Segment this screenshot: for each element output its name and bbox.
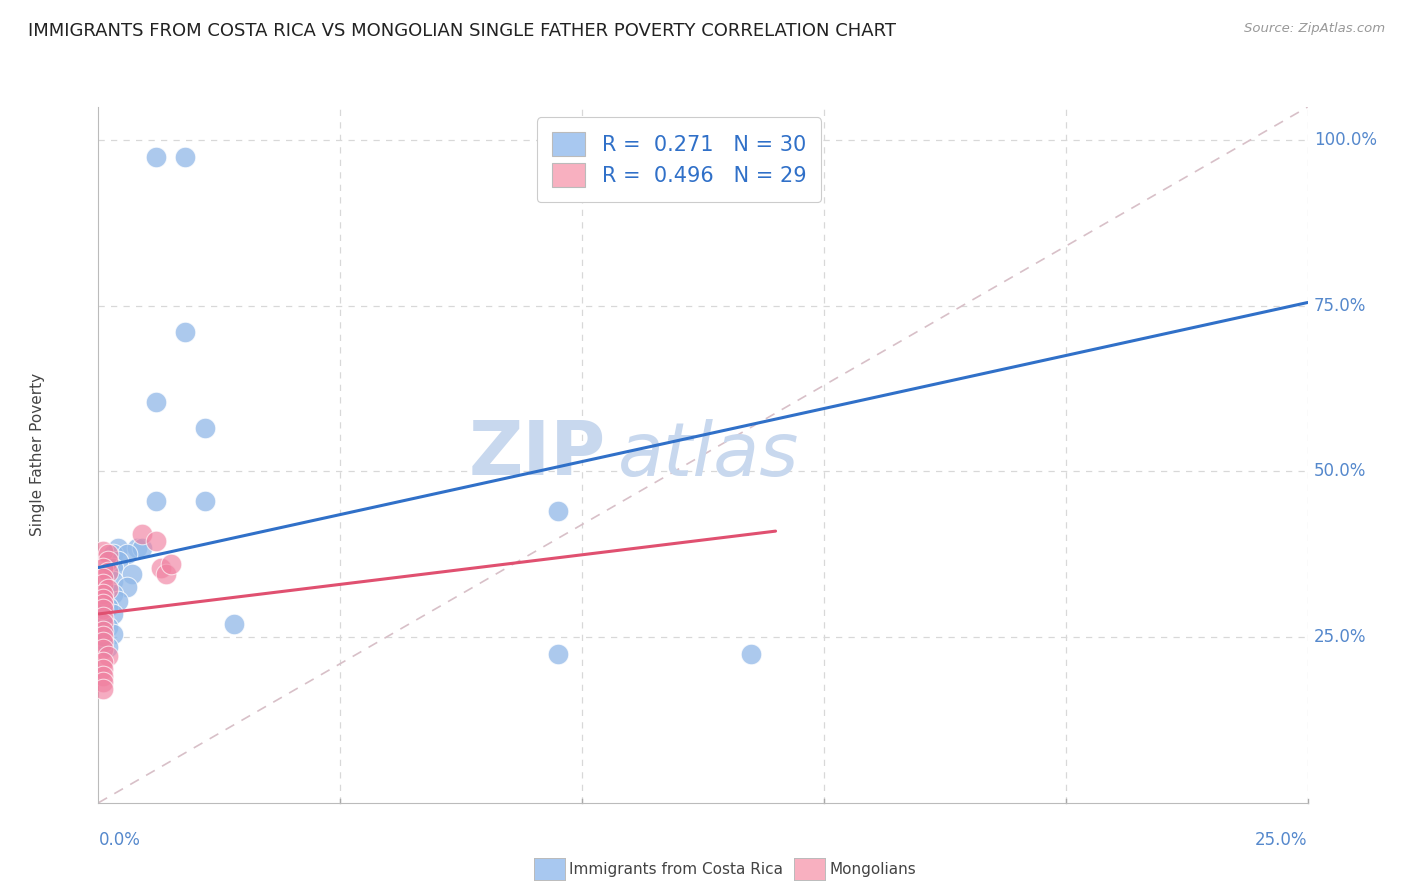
Point xyxy=(101,560,124,574)
Point xyxy=(97,620,120,634)
Point xyxy=(91,668,114,682)
Point xyxy=(150,560,173,574)
Point xyxy=(91,633,114,648)
Point xyxy=(97,554,120,568)
Text: 100.0%: 100.0% xyxy=(1313,131,1376,149)
Point xyxy=(174,326,197,340)
Point xyxy=(91,662,114,676)
Point xyxy=(121,567,143,582)
Point xyxy=(97,640,120,654)
Point xyxy=(107,541,129,555)
Point xyxy=(91,614,114,628)
Point xyxy=(91,577,114,591)
Point xyxy=(131,527,153,541)
Point xyxy=(91,629,114,643)
Point xyxy=(91,570,114,584)
Point xyxy=(91,656,114,670)
Point xyxy=(91,610,114,624)
Point xyxy=(91,560,114,574)
Point xyxy=(547,504,569,518)
Point xyxy=(97,582,120,597)
Point xyxy=(97,547,120,561)
Point xyxy=(117,547,139,561)
Text: Source: ZipAtlas.com: Source: ZipAtlas.com xyxy=(1244,22,1385,36)
Text: atlas: atlas xyxy=(619,419,800,491)
Point xyxy=(145,395,167,409)
Point xyxy=(97,648,120,663)
Text: ZIP: ZIP xyxy=(470,418,606,491)
Point xyxy=(91,602,114,616)
Point xyxy=(91,675,114,690)
Point xyxy=(97,600,120,615)
Point xyxy=(131,541,153,555)
Point xyxy=(91,544,114,558)
Point xyxy=(91,597,114,611)
Text: Mongolians: Mongolians xyxy=(830,863,917,877)
Point xyxy=(174,150,197,164)
Point xyxy=(117,581,139,595)
Point xyxy=(91,635,114,649)
Point xyxy=(101,627,124,641)
Point xyxy=(145,150,167,164)
Point xyxy=(107,593,129,607)
Point xyxy=(91,642,114,657)
Point xyxy=(97,565,120,579)
Point xyxy=(194,494,217,508)
Text: Immigrants from Costa Rica: Immigrants from Costa Rica xyxy=(569,863,783,877)
Text: Single Father Poverty: Single Father Poverty xyxy=(31,374,45,536)
Text: 0.0%: 0.0% xyxy=(98,830,141,848)
Text: IMMIGRANTS FROM COSTA RICA VS MONGOLIAN SINGLE FATHER POVERTY CORRELATION CHART: IMMIGRANTS FROM COSTA RICA VS MONGOLIAN … xyxy=(28,22,896,40)
Point xyxy=(91,587,114,601)
Text: 50.0%: 50.0% xyxy=(1313,462,1367,481)
Point xyxy=(101,607,124,621)
Point xyxy=(145,534,167,549)
Point xyxy=(101,547,124,561)
Point xyxy=(127,541,149,555)
Text: 25.0%: 25.0% xyxy=(1256,830,1308,848)
Point xyxy=(107,554,129,568)
Point xyxy=(101,587,124,601)
Point xyxy=(547,647,569,661)
Text: 25.0%: 25.0% xyxy=(1313,628,1367,646)
Point xyxy=(155,567,177,582)
Point xyxy=(145,494,167,508)
Point xyxy=(740,647,762,661)
Point xyxy=(101,574,124,588)
Point xyxy=(160,558,183,572)
Text: 75.0%: 75.0% xyxy=(1313,297,1367,315)
Point xyxy=(91,681,114,696)
Legend: R =  0.271   N = 30, R =  0.496   N = 29: R = 0.271 N = 30, R = 0.496 N = 29 xyxy=(537,118,821,202)
Point xyxy=(222,616,245,631)
Point xyxy=(91,615,114,630)
Point xyxy=(91,624,114,638)
Point xyxy=(91,592,114,607)
Point xyxy=(194,421,217,435)
